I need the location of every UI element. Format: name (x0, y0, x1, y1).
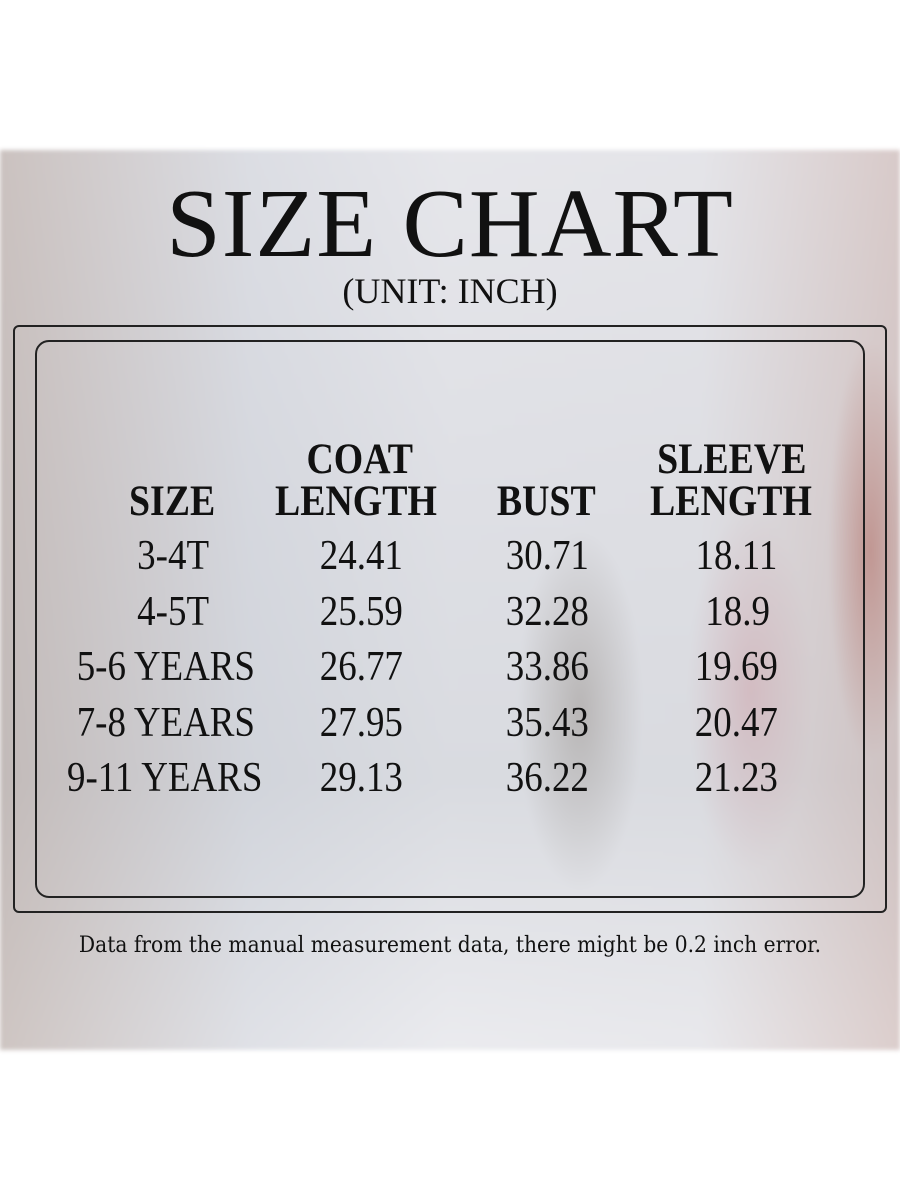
table-cell: 24.41 (319, 533, 403, 579)
footnote: Data from the manual measurement data, t… (78, 933, 822, 958)
column-header: LENGTH (275, 478, 437, 525)
column-header: COAT (306, 436, 413, 483)
table-cell: 30.71 (505, 533, 589, 579)
table-cell: 27.95 (319, 699, 403, 746)
table-cell: 32.28 (505, 588, 589, 635)
table-cell: 19.69 (694, 644, 778, 690)
table-cell: 7-8 YEARS (76, 699, 255, 746)
page-title: SIZE CHART (166, 170, 734, 278)
table-cell: 18.9 (705, 588, 770, 635)
column-header: BUST (496, 478, 596, 525)
table-cell: 33.86 (505, 644, 589, 690)
column-header: SIZE (128, 478, 216, 525)
table-cell: 26.77 (319, 644, 403, 690)
table-cell: 18.11 (695, 533, 778, 579)
table-cell: 3-4T (137, 533, 210, 579)
unit-label: (UNIT: INCH) (342, 271, 558, 311)
table-cell: 29.13 (319, 755, 403, 801)
table-cell: 25.59 (319, 588, 403, 635)
table-cell: 21.23 (694, 755, 778, 801)
blurred-background-photo (0, 150, 900, 1050)
table-cell: 35.43 (505, 699, 589, 746)
table-cell: 9-11 YEARS (66, 755, 263, 801)
inner-frame (35, 340, 865, 898)
table-cell: 4-5T (137, 588, 210, 635)
table-cell: 36.22 (505, 755, 589, 801)
table-cell: 5-6 YEARS (76, 644, 255, 690)
table-cell: 20.47 (694, 699, 778, 746)
column-header: LENGTH (650, 478, 812, 525)
outer-frame (13, 325, 887, 913)
column-header: SLEEVE (657, 436, 807, 483)
